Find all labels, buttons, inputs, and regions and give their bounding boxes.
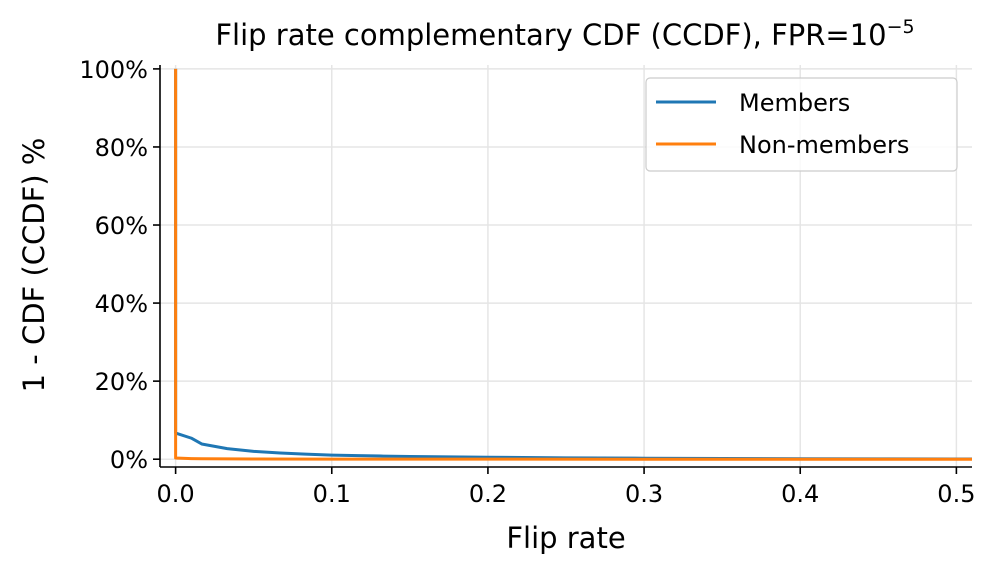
series-layer: [174, 68, 973, 461]
x-tick-label-2: 0.2: [469, 480, 507, 508]
y-axis-title: 1 - CDF (CCDF) %: [17, 138, 51, 393]
chart-title-text: Flip rate complementary CDF (CCDF), FPR=…: [215, 18, 886, 52]
y-tick-label-1: 20%: [95, 368, 148, 396]
x-tick-label-0: 0.0: [157, 480, 195, 508]
y-tick-label-0: 0%: [110, 446, 148, 474]
chart-title-superscript: −5: [887, 16, 915, 38]
y-tick-label-2: 40%: [95, 290, 148, 318]
tick-labels: 0.0 0.1 0.2 0.3 0.4 0.5 0% 20% 40% 60% 80% 100%: [79, 56, 975, 508]
series-line-non-members: [174, 68, 972, 461]
chart-title: Flip rate complementary CDF (CCDF), FPR=…: [215, 16, 914, 52]
legend: Members Non-members: [645, 77, 958, 172]
x-tick-label-3: 0.3: [625, 480, 663, 508]
y-tick-label-5: 100%: [79, 56, 148, 84]
legend-frame: [645, 77, 958, 172]
x-tick-label-1: 0.1: [313, 480, 351, 508]
axes: [153, 65, 972, 474]
x-tick-label-5: 0.5: [937, 480, 975, 508]
y-tick-label-3: 60%: [95, 212, 148, 240]
y-tick-label-4: 80%: [95, 134, 148, 162]
legend-label-non-members: Non-members: [739, 131, 909, 159]
legend-label-members: Members: [739, 89, 850, 117]
x-tick-label-4: 0.4: [781, 480, 819, 508]
x-axis-title: Flip rate: [506, 521, 625, 555]
